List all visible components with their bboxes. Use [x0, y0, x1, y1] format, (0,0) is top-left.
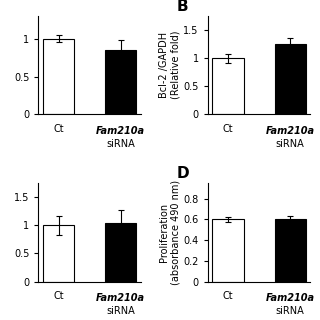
- Text: Ct: Ct: [223, 124, 233, 134]
- Bar: [43, 225, 74, 282]
- Text: Fam210a: Fam210a: [266, 126, 315, 136]
- Text: Ct: Ct: [53, 124, 64, 134]
- Bar: [275, 44, 306, 114]
- Text: siRNA: siRNA: [276, 306, 305, 316]
- Text: Fam210a: Fam210a: [96, 126, 145, 136]
- Y-axis label: Proliferation
(absorbance 490 nm): Proliferation (absorbance 490 nm): [159, 180, 180, 285]
- Bar: [212, 58, 244, 114]
- Text: siRNA: siRNA: [276, 139, 305, 149]
- Bar: [275, 220, 306, 282]
- Text: siRNA: siRNA: [107, 306, 135, 316]
- Bar: [105, 50, 136, 114]
- Bar: [105, 223, 136, 282]
- Text: siRNA: siRNA: [107, 139, 135, 149]
- Text: Fam210a: Fam210a: [266, 293, 315, 303]
- Y-axis label: Bcl-2 /GAPDH
(Relative fold): Bcl-2 /GAPDH (Relative fold): [159, 31, 180, 100]
- Text: Ct: Ct: [223, 292, 233, 301]
- Bar: [43, 39, 74, 114]
- Text: Ct: Ct: [53, 292, 64, 301]
- Text: D: D: [177, 166, 189, 181]
- Text: Fam210a: Fam210a: [96, 293, 145, 303]
- Text: B: B: [177, 0, 188, 14]
- Bar: [212, 220, 244, 282]
